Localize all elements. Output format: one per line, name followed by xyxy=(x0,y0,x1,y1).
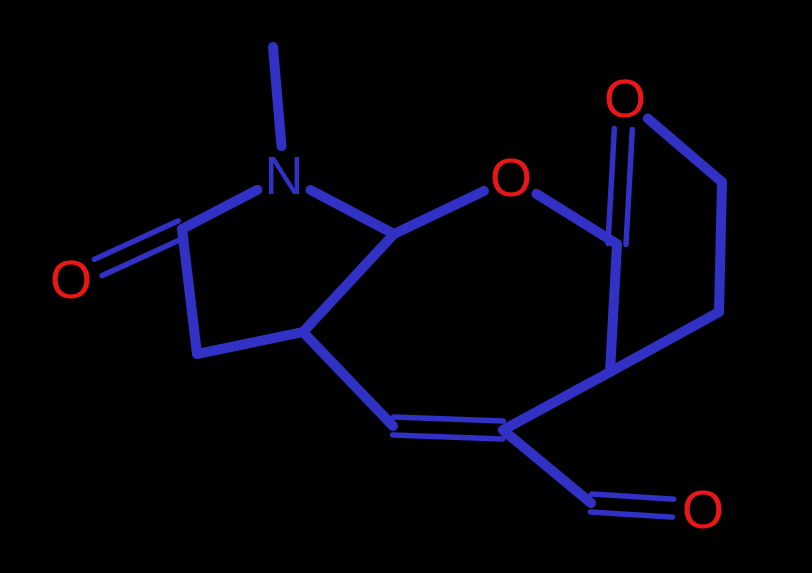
atom-label-O: O xyxy=(604,69,646,129)
bond-line xyxy=(719,182,722,312)
atom-label-N: N xyxy=(265,146,304,206)
bond-line xyxy=(182,229,197,354)
atom-label-O: O xyxy=(50,250,92,310)
bond-line xyxy=(394,191,484,234)
bond-line xyxy=(311,190,394,234)
bond-line xyxy=(102,237,186,275)
atom-label-O: O xyxy=(682,480,724,540)
bond-line xyxy=(273,47,281,146)
bond-line xyxy=(393,417,503,421)
bond-line xyxy=(590,512,672,517)
bond-line xyxy=(503,430,591,503)
bond-line xyxy=(182,190,257,229)
bond-line xyxy=(610,312,719,372)
bond-line xyxy=(608,128,614,243)
bond-line xyxy=(592,494,674,499)
bond-line xyxy=(503,372,610,430)
bond-line xyxy=(626,129,632,244)
bond-line xyxy=(197,332,303,354)
bond-line xyxy=(393,435,503,439)
bond-line xyxy=(648,119,722,182)
bond-line xyxy=(303,234,394,332)
bond-line xyxy=(95,221,179,259)
bond-line xyxy=(610,244,617,372)
atom-label-O: O xyxy=(490,148,532,208)
molecule-diagram: O N O O O xyxy=(0,0,812,573)
bond-line xyxy=(303,332,393,426)
bond-line xyxy=(536,194,617,244)
